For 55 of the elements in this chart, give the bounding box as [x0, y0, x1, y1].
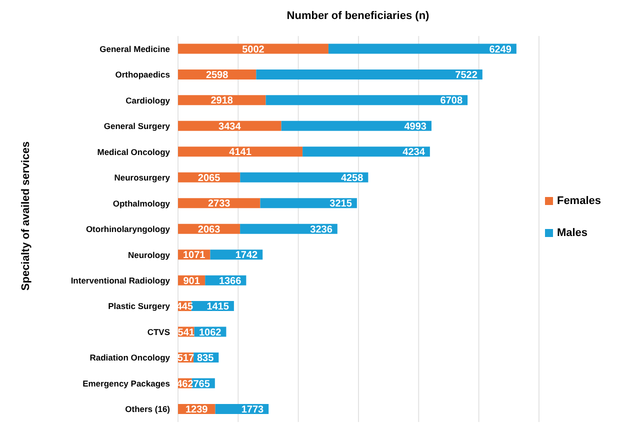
data-label: 2598: [206, 70, 229, 82]
y-tick-label: Otorhinolaryngology: [86, 224, 170, 234]
y-tick-label: Medical Oncology: [97, 146, 170, 157]
data-label: 7522: [455, 70, 478, 82]
data-label: 4141: [229, 147, 252, 158]
data-label: 1773: [241, 404, 264, 416]
data-label: 1366: [218, 276, 242, 287]
data-label: 2065: [198, 172, 221, 184]
legend-label: Females: [556, 195, 601, 207]
data-label: 3434: [218, 121, 242, 132]
y-tick-label: General Surgery: [104, 121, 170, 132]
data-label: 835: [196, 353, 214, 364]
data-label: 2733: [208, 198, 231, 210]
y-tick-label: Emergency Packages: [82, 378, 170, 388]
data-label: 3215: [330, 198, 352, 210]
data-label: 1071: [182, 250, 206, 262]
data-label: 4258: [340, 172, 364, 184]
y-tick-label: Radiation Oncology: [90, 352, 170, 363]
bar: [240, 172, 368, 182]
data-label: 2918: [210, 96, 234, 107]
y-tick-label: General Medicine: [100, 44, 170, 54]
data-label: 1239: [186, 404, 208, 416]
bar: [178, 120, 282, 131]
bar: [178, 44, 328, 54]
data-label: 1062: [198, 327, 222, 338]
data-label: 1742: [235, 250, 258, 262]
bar: [302, 146, 430, 157]
data-label: 1415: [206, 302, 230, 313]
bar: [178, 146, 303, 157]
data-label: 6708: [440, 96, 463, 107]
data-label: 5002: [242, 44, 265, 56]
y-tick-label: Interventional Radiology: [70, 275, 170, 286]
y-tick-label: Neurosurgery: [114, 172, 170, 183]
bar: [281, 120, 432, 131]
y-tick-label: CTVS: [147, 326, 170, 337]
data-label: 901: [183, 276, 200, 287]
y-tick-label: Others (16): [125, 404, 170, 414]
data-label: 765: [193, 378, 210, 390]
y-axis-title: Specialty of availed services: [20, 140, 33, 293]
bar: [256, 69, 482, 80]
y-tick-label: Cardiology: [126, 95, 170, 106]
bar: [266, 95, 468, 106]
y-tick-label: Plastic Surgery: [108, 301, 170, 312]
legend-label: Males: [556, 227, 588, 239]
bar: [328, 44, 516, 54]
data-label: 3236: [310, 224, 333, 236]
y-tick-label: Neurology: [128, 250, 170, 260]
chart-title: Number of beneficiaries (n): [286, 10, 430, 22]
bar: [260, 198, 357, 208]
data-label: 6249: [489, 44, 512, 56]
data-label: 2063: [198, 224, 221, 236]
y-tick-label: Orthopaedics: [115, 70, 170, 80]
data-label: 4234: [402, 147, 426, 158]
data-label: 4993: [404, 121, 427, 132]
y-tick-label: Opthalmology: [112, 198, 170, 208]
